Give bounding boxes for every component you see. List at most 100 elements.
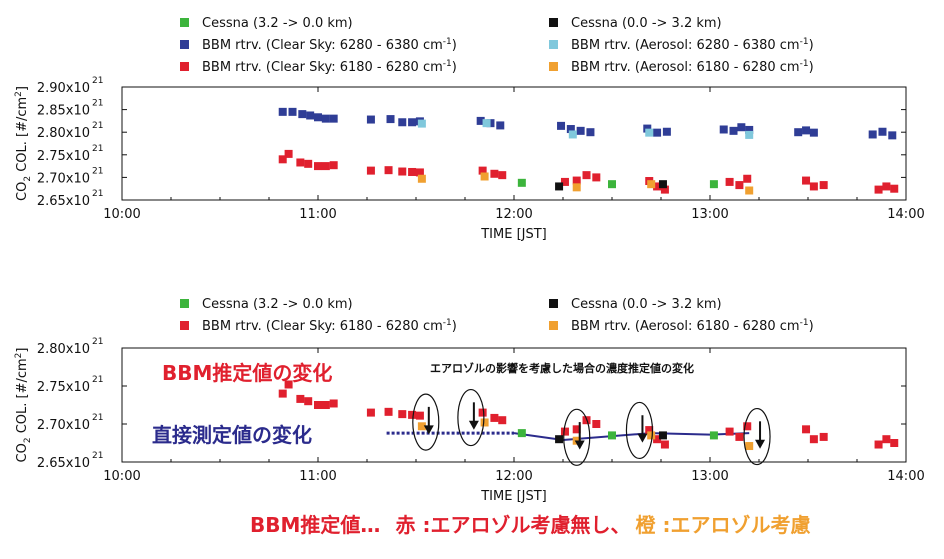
legend-label-cessna_down: Cessna (0.0 -> 3.2 km) — [571, 297, 722, 312]
aerosol-arrow-head — [423, 425, 434, 435]
point-bbm_clear_o2 — [819, 432, 828, 441]
y-tick-exponent: 21 — [92, 451, 103, 461]
plot-bottom: 10:00 11:00 12:00 13:00 14:002.65x10 212.70x1… — [14, 337, 925, 504]
point-bbm_clear_co2 — [298, 110, 307, 119]
point-bbm_aero_o2 — [647, 180, 656, 189]
point-bbm_clear_o2 — [384, 407, 393, 416]
point-bbm_clear_o2 — [874, 440, 883, 449]
point-bbm_clear_o2 — [296, 158, 305, 167]
point-cessna_down — [658, 431, 667, 440]
point-bbm_clear_o2 — [408, 167, 417, 176]
y-tick-label: 2.65x10 — [37, 194, 90, 209]
point-bbm_clear_o2 — [408, 410, 417, 419]
point-bbm_clear_co2 — [729, 126, 738, 135]
point-bbm_clear_co2 — [653, 128, 662, 137]
point-bbm_aero_o2 — [417, 174, 426, 183]
point-bbm_aero_co2 — [568, 130, 577, 139]
point-bbm_clear_o2 — [398, 167, 407, 176]
point-bbm_clear_co2 — [366, 115, 375, 124]
point-bbm_clear_o2 — [314, 401, 322, 409]
point-bbm_clear_o2 — [490, 169, 499, 178]
point-bbm_clear_co2 — [278, 107, 287, 116]
point-bbm_clear_co2 — [868, 130, 877, 139]
point-cessna_up — [709, 431, 718, 440]
y-axis-label: CO2 COL. [#/cm2] — [14, 86, 33, 201]
point-bbm_aero_o2 — [572, 183, 581, 192]
point-bbm_clear_o2 — [415, 411, 424, 420]
point-cessna_up — [517, 429, 526, 438]
y-tick-exponent: 21 — [92, 121, 103, 131]
point-bbm_clear_o2 — [560, 427, 569, 436]
point-bbm_clear_co2 — [386, 115, 395, 124]
x-tick-label: 11:00 — [299, 469, 336, 484]
point-bbm_clear_o2 — [304, 397, 313, 406]
point-bbm_clear_o2 — [329, 399, 338, 408]
point-bbm_clear_co2 — [809, 128, 818, 137]
legend-swatch-bbm_aero_co2 — [549, 40, 558, 49]
legend-swatch-bbm_aero_o2 — [549, 62, 558, 71]
legend-label-cessna_up: Cessna (3.2 -> 0.0 km) — [202, 297, 353, 312]
point-bbm_clear_o2 — [284, 149, 293, 158]
point-bbm_clear_o2 — [278, 389, 287, 398]
legend-swatch-cessna_up — [180, 18, 189, 27]
point-bbm_clear_o2 — [890, 184, 899, 193]
y-axis-label-group: CO2 COL. [#/cm2] — [14, 348, 33, 463]
footer-orange-label: 橙 :エアロゾル考慮 — [636, 513, 811, 537]
aerosol-ellipse — [743, 407, 771, 466]
point-bbm_clear_o2 — [725, 177, 734, 186]
point-bbm_aero_co2 — [482, 119, 491, 128]
point-bbm_clear_o2 — [384, 166, 393, 175]
y-axis-label: CO2 COL. [#/cm2] — [14, 348, 33, 463]
legend-label-bbm_aero_o2: BBM rtrv. (Aerosol: 6180 - 6280 cm-1) — [571, 59, 814, 75]
point-bbm_clear_o2 — [498, 416, 507, 425]
x-tick-label: 12:00 — [495, 207, 532, 222]
y-tick-label: 2.85x10 — [37, 104, 90, 119]
x-tick-label: 10:00 — [103, 207, 140, 222]
point-bbm_aero_o2 — [745, 186, 754, 195]
point-bbm_clear_o2 — [321, 401, 330, 409]
point-cessna_up — [608, 180, 616, 189]
footer-red-label: 赤 :エアロゾル考慮無し、 — [395, 513, 630, 537]
legend-swatch-bbm_clear_o2 — [180, 321, 189, 330]
point-bbm_aero_o2 — [480, 172, 489, 181]
point-bbm_clear_co2 — [576, 126, 585, 135]
x-tick-label: 10:00 — [103, 469, 140, 484]
point-bbm_clear_o2 — [882, 182, 891, 191]
point-bbm_clear_co2 — [802, 126, 811, 135]
legend-label-cessna_down: Cessna (0.0 -> 3.2 km) — [571, 16, 722, 31]
point-bbm_aero_o2 — [417, 422, 426, 431]
y-tick-label: 2.90x10 — [37, 81, 90, 96]
point-bbm_clear_o2 — [498, 171, 507, 180]
legend-swatch-bbm_clear_o2 — [180, 62, 189, 71]
point-bbm_clear_o2 — [478, 408, 487, 417]
point-bbm_clear_co2 — [329, 114, 338, 123]
point-bbm_clear_o2 — [415, 168, 424, 177]
point-bbm_clear_co2 — [306, 111, 315, 120]
point-bbm_clear_o2 — [478, 166, 487, 175]
point-cessna_down — [555, 435, 564, 444]
point-bbm_clear_o2 — [653, 435, 662, 444]
point-cessna_up — [517, 178, 526, 187]
point-bbm_clear_o2 — [890, 439, 899, 447]
point-bbm_clear_o2 — [735, 432, 744, 441]
x-tick-label: 14:00 — [887, 207, 924, 222]
point-bbm_clear_o2 — [366, 408, 375, 417]
y-tick-exponent: 21 — [92, 166, 103, 176]
point-bbm_clear_co2 — [794, 128, 803, 137]
point-bbm_aero_co2 — [745, 130, 754, 139]
legend-label-bbm_clear_o2: BBM rtrv. (Clear Sky: 6180 - 6280 cm-1) — [202, 59, 457, 75]
point-bbm_clear_o2 — [882, 435, 891, 444]
point-bbm_aero_o2 — [480, 418, 489, 427]
point-cessna_down — [658, 180, 667, 189]
point-bbm_clear_co2 — [643, 124, 652, 133]
point-bbm_clear_co2 — [719, 125, 728, 134]
point-bbm_clear_co2 — [737, 123, 746, 132]
point-bbm_clear_o2 — [819, 181, 828, 190]
point-bbm_clear_o2 — [802, 425, 811, 434]
aerosol-note-label: エアロゾルの影響を考慮した場合の濃度推定値の変化 — [430, 361, 694, 375]
point-bbm_clear_co2 — [321, 114, 330, 123]
point-bbm_clear_o2 — [653, 182, 662, 191]
point-cessna_up — [709, 180, 718, 189]
aerosol-ellipse — [412, 393, 440, 451]
x-tick-label: 11:00 — [299, 207, 336, 222]
